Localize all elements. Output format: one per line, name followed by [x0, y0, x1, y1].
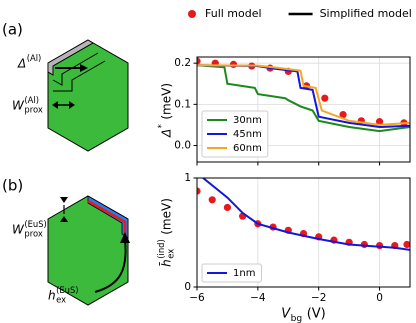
legend-box	[201, 263, 262, 283]
x-tick-label: 0	[376, 292, 383, 304]
nanowire-diagram-a	[47, 39, 129, 152]
legend: 30nm 45nm 60nm	[201, 110, 269, 158]
y-label-base: h̄	[159, 259, 173, 267]
data-point	[375, 118, 384, 126]
y-tick-label: 0.2	[174, 57, 191, 69]
legend-label: Full model	[205, 7, 262, 20]
data-point	[197, 57, 201, 65]
data-point	[229, 60, 238, 69]
axes-frame	[196, 56, 411, 163]
diagram-label-sup: (EuS)	[24, 219, 46, 229]
legend-box	[201, 110, 269, 158]
y-label-unit: (meV)	[160, 83, 174, 120]
x-label-sub: bg	[291, 314, 303, 323]
panel-label: (a)	[2, 21, 23, 39]
data-point	[208, 196, 216, 204]
legend-label: 1nm	[233, 268, 255, 279]
legend: 1nm	[201, 263, 262, 283]
y-label-base: Δ	[160, 129, 174, 138]
y-axis-label: Δ* (meV)	[156, 83, 173, 138]
diagram-label-base: W	[12, 223, 25, 237]
data-line	[197, 64, 410, 133]
legend-label: 60nm	[233, 143, 262, 154]
y-axis-label: h̄(ind) ex (meV)	[156, 198, 176, 267]
panel-label: (b)	[2, 177, 23, 195]
y-label-sup: *	[156, 124, 166, 128]
diagram-label-base: Δ	[17, 57, 26, 71]
y-label-unit: (meV)	[160, 198, 174, 235]
x-label-unit: (V)	[307, 307, 326, 322]
y-tick-label: 0.1	[174, 98, 191, 110]
diagram-label-sup: (EuS)	[56, 285, 78, 295]
diagram-label-sub: prox	[24, 229, 42, 239]
x-label-base: V	[281, 307, 291, 322]
diagram-label-sub: ex	[56, 295, 66, 305]
data-point	[321, 94, 329, 102]
data-line	[202, 178, 410, 251]
diagram-label-base: W	[12, 99, 25, 113]
y-tick-label: 1	[184, 172, 191, 184]
legend-label: 45nm	[233, 129, 262, 140]
x-tick-label: −2	[311, 292, 326, 304]
axes-frame	[196, 177, 411, 288]
x-tick-label: −4	[250, 292, 266, 304]
diagram-label-sup: (Al)	[24, 95, 39, 105]
legend-dot	[188, 10, 196, 18]
y-tick-label: 0.0	[174, 140, 191, 152]
legend-label: Simplified model	[320, 7, 412, 20]
diagram-label-sub: prox	[24, 105, 42, 115]
data-point	[223, 203, 232, 212]
data-point	[339, 111, 347, 119]
x-tick-label: −6	[189, 292, 205, 304]
nanowire-diagram-b	[47, 195, 130, 306]
legend-label: 30nm	[233, 115, 262, 126]
y-tick-label: 0	[184, 281, 191, 293]
data-point	[197, 187, 201, 195]
diagram-label-sup: (Al)	[27, 53, 42, 63]
data-point	[403, 240, 410, 249]
y-label-sup: (ind)	[156, 239, 166, 259]
y-label-sub: ex	[166, 249, 176, 259]
data-line	[197, 64, 410, 126]
diagram-label-base: h	[48, 289, 56, 303]
